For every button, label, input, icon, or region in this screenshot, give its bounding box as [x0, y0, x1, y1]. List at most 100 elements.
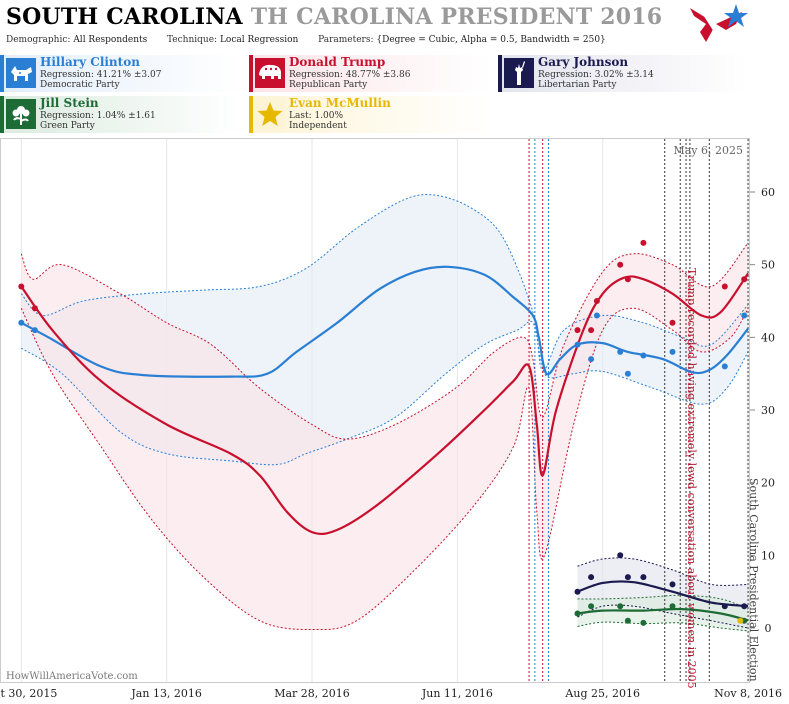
- poll-point: [574, 588, 581, 595]
- y-tick-label: 0: [765, 622, 772, 635]
- poll-point: [588, 574, 595, 581]
- demographic-value: All Respondents: [73, 35, 148, 45]
- x-tick-label: Nov 8, 2016: [714, 687, 782, 700]
- regression-line: [20, 265, 749, 378]
- parameters-key: Parameters:: [318, 35, 374, 45]
- regression-line: [577, 580, 749, 608]
- parameters-value: {Degree = Cubic, Alpha = 0.5, Bandwidth …: [376, 35, 606, 45]
- poll-point: [737, 617, 744, 624]
- poll-point: [574, 327, 581, 334]
- candidate-regression: Last: 1.00%: [289, 111, 344, 121]
- site-logo-icon[interactable]: [686, 2, 750, 46]
- candidate-name: Evan McMullin: [289, 96, 391, 110]
- poll-point: [721, 283, 728, 290]
- poll-point: [18, 319, 25, 326]
- poll-point: [588, 356, 595, 363]
- event-label: South Carolina Presidential Election: [747, 478, 760, 682]
- poll-point: [669, 319, 676, 326]
- candidate-regression: Regression: 41.21% ±3.07: [40, 70, 162, 80]
- candidate-party: Libertarian Party: [538, 80, 617, 90]
- candidate-card-trump[interactable]: Donald Trump Regression: 48.77% ±3.86 Re…: [249, 55, 491, 92]
- poll-point: [721, 603, 728, 610]
- poll-point: [669, 581, 676, 588]
- parameters-line: Demographic: All Respondents Technique: …: [6, 35, 606, 45]
- confidence-upper-bound: [20, 242, 749, 440]
- poll-point: [669, 348, 676, 355]
- poll-point: [624, 617, 631, 624]
- confidence-lower-bound: [21, 320, 749, 466]
- candidate-regression: Regression: 48.77% ±3.86: [289, 70, 411, 80]
- candidate-regression: Regression: 1.04% ±1.61: [40, 111, 156, 121]
- poll-point: [721, 363, 728, 370]
- candidate-party: Democratic Party: [40, 80, 120, 90]
- star-icon: [255, 99, 285, 129]
- poll-point: [18, 283, 25, 290]
- regression-lines: [20, 265, 749, 622]
- y-tick-label: 40: [761, 331, 775, 344]
- poll-point: [588, 603, 595, 610]
- y-tick-label: 20: [761, 477, 775, 490]
- elephant-icon: [255, 58, 285, 88]
- y-tick-label: 50: [761, 259, 775, 272]
- poll-point: [617, 603, 624, 610]
- flower-icon: [6, 99, 36, 129]
- page-title: SOUTH CAROLINA TH CAROLINA PRESIDENT 201…: [6, 4, 662, 30]
- regression-line: [20, 272, 749, 536]
- watermark-text: HowWillAmericaVote.com: [6, 671, 138, 682]
- chart-date-label: May 6, 2025: [673, 144, 743, 157]
- demographic-key: Demographic:: [6, 35, 71, 45]
- x-tick-label: Aug 25, 2016: [564, 687, 640, 700]
- confidence-upper-bound: [577, 557, 749, 586]
- poll-point: [617, 552, 624, 559]
- poll-point: [640, 574, 647, 581]
- poll-point: [588, 327, 595, 334]
- x-tick-label: Jun 11, 2016: [421, 687, 493, 700]
- poll-point: [593, 312, 600, 319]
- candidate-card-clinton[interactable]: Hillary Clinton Regression: 41.21% ±3.07…: [0, 55, 242, 92]
- poll-point: [624, 574, 631, 581]
- candidate-party: Independent: [289, 121, 347, 131]
- confidence-upper-bound: [577, 594, 749, 610]
- y-tick-label: 60: [761, 186, 775, 199]
- candidate-name: Hillary Clinton: [40, 55, 140, 69]
- poll-point: [31, 305, 38, 312]
- statue-of-liberty-icon: [504, 58, 534, 88]
- poll-point: [741, 312, 748, 319]
- poll-point: [624, 276, 631, 283]
- x-tick-label: Oct 30, 2015: [0, 687, 57, 700]
- confidence-lower-bound: [20, 307, 749, 631]
- candidate-party: Republican Party: [289, 80, 368, 90]
- candidate-card-johnson[interactable]: Gary Johnson Regression: 3.02% ±3.14 Lib…: [498, 55, 748, 92]
- candidate-card-mcmullin[interactable]: Evan McMullin Last: 1.00% Independent: [249, 96, 491, 133]
- poll-point: [640, 352, 647, 359]
- candidate-card-stein[interactable]: Jill Stein Regression: 1.04% ±1.61 Green…: [0, 96, 242, 133]
- donkey-icon: [6, 58, 36, 88]
- poll-points: [18, 239, 748, 626]
- title-state: SOUTH CAROLINA: [6, 4, 243, 30]
- y-tick-label: 10: [761, 549, 775, 562]
- x-axis: Oct 30, 2015 Jan 13, 2016 Mar 28, 2016 Jun …: [0, 687, 782, 700]
- poll-point: [617, 348, 624, 355]
- confidence-bands: [21, 194, 749, 631]
- y-axis: 0 10 20 30 40 50 60: [750, 186, 775, 635]
- candidate-name: Gary Johnson: [538, 55, 629, 69]
- poll-point: [31, 327, 38, 334]
- regression-line: [577, 607, 749, 622]
- poll-point: [640, 619, 647, 626]
- candidate-party: Green Party: [40, 121, 95, 131]
- x-tick-label: Mar 28, 2016: [274, 687, 350, 700]
- chart-frame: [0, 138, 750, 683]
- x-tick-label: Jan 13, 2016: [130, 687, 202, 700]
- poll-point: [617, 261, 624, 268]
- candidate-name: Jill Stein: [40, 96, 99, 110]
- poll-point: [624, 370, 631, 377]
- poll-point: [669, 603, 676, 610]
- poll-point: [640, 239, 647, 246]
- poll-point: [741, 276, 748, 283]
- confidence-upper-bound: [20, 194, 749, 371]
- candidate-regression: Regression: 3.02% ±3.14: [538, 70, 654, 80]
- event-label: Trump recorded having extremely lewd con…: [685, 268, 698, 689]
- candidate-name: Donald Trump: [289, 55, 386, 69]
- technique-value: Local Regression: [219, 35, 299, 45]
